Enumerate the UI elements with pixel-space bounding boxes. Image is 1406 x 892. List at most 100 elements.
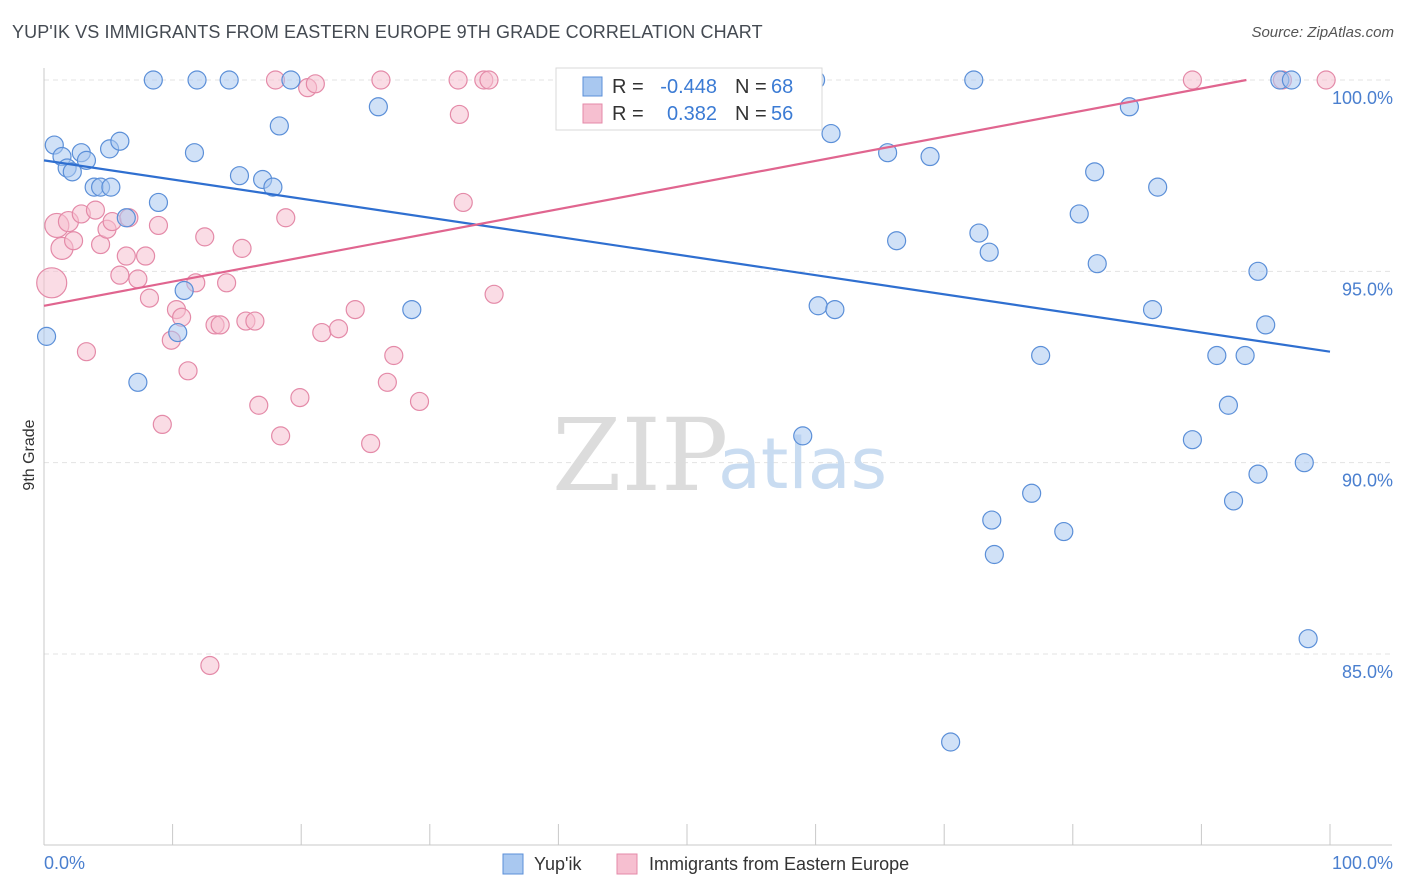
immigrants-point-0 (36, 267, 68, 299)
stats-n-label-1: N = (735, 76, 767, 98)
yupik-point-57 (1207, 345, 1227, 366)
y-tick-label-85: 85.0% (1342, 662, 1393, 682)
stats-n-value-1: 68 (771, 76, 793, 98)
immigrants-point-55 (1316, 70, 1336, 90)
yupik-point-39 (887, 231, 907, 251)
immigrants-point-52 (484, 284, 504, 304)
legend-swatch-yupik (502, 853, 524, 875)
yupik-point-24 (269, 116, 289, 136)
yupik-point-62 (1248, 464, 1268, 484)
immigrants-point-40 (328, 319, 349, 339)
immigrants-point-39 (312, 322, 332, 343)
immigrants-point-34 (271, 426, 291, 446)
yupik-point-4 (62, 162, 82, 182)
yupik-point-15 (148, 192, 169, 213)
yupik-trend-line (43, 159, 1331, 353)
immigrants-point-28 (217, 273, 237, 293)
yupik-point-37 (821, 123, 841, 144)
immigrants-point-16 (139, 288, 160, 308)
immigrants-point-48 (449, 104, 469, 125)
yupik-point-51 (1085, 162, 1105, 182)
immigrants-point-17 (148, 215, 169, 236)
yupik-point-6 (76, 150, 97, 170)
yupik-point-13 (128, 372, 148, 392)
yupik-point-23 (263, 177, 283, 197)
yupik-point-41 (941, 732, 961, 752)
legend-label-immigrants: Immigrants from Eastern Europe (649, 854, 909, 874)
yupik-point-19 (187, 70, 207, 90)
yupik-point-66 (1294, 453, 1314, 473)
yupik-point-11 (110, 131, 130, 151)
series-immigrants-points (36, 70, 1336, 676)
immigrants-point-45 (384, 345, 404, 366)
stats-n-label-2: N = (735, 103, 767, 125)
immigrants-point-31 (245, 311, 265, 331)
trend-lines (43, 78, 1331, 353)
stats-swatch-blue (582, 76, 603, 97)
yupik-point-54 (1142, 300, 1163, 320)
immigrants-point-47 (448, 70, 468, 90)
grid-lines (44, 79, 1392, 655)
immigrants-point-53 (1182, 70, 1202, 90)
immigrants-point-27 (210, 315, 230, 335)
immigrants-point-38 (305, 74, 325, 94)
yupik-point-25 (281, 70, 301, 90)
yupik-point-16 (168, 322, 188, 343)
series-yupik-points (36, 70, 1318, 752)
yupik-point-21 (229, 166, 250, 186)
immigrants-point-49 (453, 192, 473, 213)
yupik-point-35 (808, 296, 828, 316)
x-tick-label-max: 100.0% (1332, 853, 1393, 873)
yupik-point-52 (1087, 254, 1107, 274)
yupik-point-26 (368, 97, 388, 117)
legend-swatch-immigrants (616, 853, 638, 875)
immigrants-point-22 (178, 361, 198, 381)
stats-r-value-2: 0.382 (667, 103, 717, 125)
yupik-point-12 (116, 208, 136, 228)
yupik-point-58 (1218, 395, 1239, 415)
y-tick-label-95: 95.0% (1342, 279, 1393, 299)
stats-swatch-pink (582, 103, 603, 124)
immigrants-point-41 (345, 300, 365, 320)
yupik-point-18 (184, 143, 205, 163)
yupik-point-56 (1182, 430, 1202, 450)
y-tick-label-100: 100.0% (1332, 88, 1393, 108)
series-legend: Yup'ik Immigrants from Eastern Europe (502, 853, 909, 875)
yupik-point-59 (1223, 491, 1244, 511)
yupik-point-49 (1054, 521, 1074, 542)
yupik-point-17 (174, 280, 194, 301)
source-credit: Source: ZipAtlas.com (1251, 24, 1394, 41)
yupik-point-40 (920, 146, 940, 167)
x-tick-label-min: 0.0% (44, 853, 85, 873)
yupik-point-20 (219, 70, 239, 90)
legend-label-yupik: Yup'ik (534, 854, 582, 874)
yupik-point-43 (969, 223, 989, 243)
immigrants-point-32 (249, 395, 269, 415)
yupik-point-67 (1298, 629, 1318, 649)
yupik-point-9 (101, 177, 121, 197)
x-ticks (43, 824, 1331, 845)
immigrants-point-11 (110, 265, 130, 285)
yupik-point-44 (982, 510, 1002, 530)
yupik-point-50 (1069, 204, 1089, 224)
immigrants-point-35 (276, 208, 296, 228)
immigrants-point-43 (371, 70, 391, 90)
yupik-point-55 (1148, 177, 1168, 197)
yupik-point-42 (964, 70, 984, 90)
yupik-point-36 (825, 300, 845, 320)
axes (43, 68, 1392, 846)
yupik-point-14 (143, 70, 163, 90)
immigrants-point-24 (195, 227, 215, 247)
yupik-point-34 (793, 426, 813, 446)
stats-n-value-2: 56 (771, 103, 793, 125)
y-axis-title: 9th Grade (21, 419, 38, 490)
immigrants-point-6 (76, 342, 97, 362)
immigrants-point-42 (361, 433, 381, 454)
immigrants-point-14 (128, 269, 148, 289)
stats-r-label-2: R = (612, 103, 644, 125)
stats-r-value-1: -0.448 (660, 76, 717, 98)
yupik-point-45 (984, 544, 1004, 565)
yupik-point-60 (1235, 345, 1255, 366)
immigrants-point-15 (135, 246, 156, 266)
